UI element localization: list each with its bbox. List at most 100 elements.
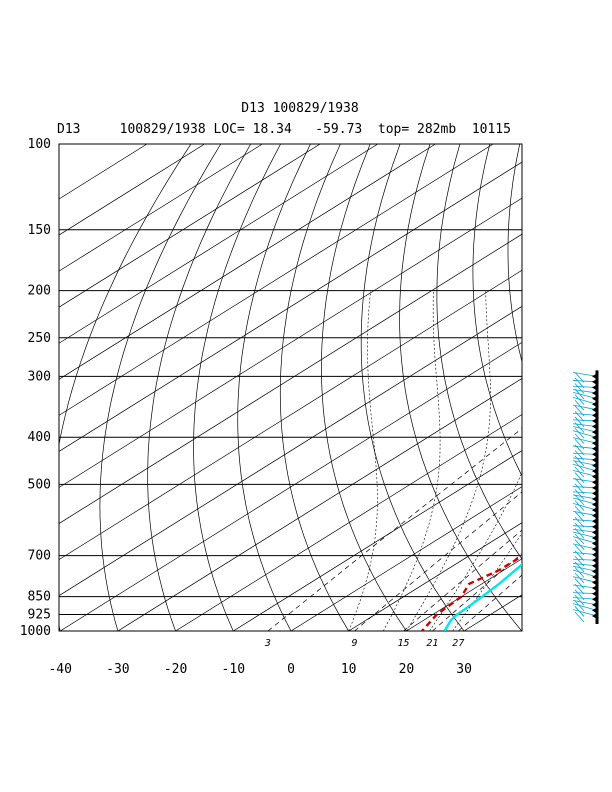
moist-adiabat-line [452, 532, 522, 631]
mixing-ratio-labels: 3 9 15 21 27 [264, 638, 464, 649]
wind-barb-flag [592, 573, 597, 580]
wind-barb-feather [574, 505, 585, 517]
wind-barb [572, 576, 598, 589]
wind-barb-feather [574, 438, 585, 450]
wind-barb-flag [592, 440, 597, 447]
wind-barb-feather [574, 567, 585, 578]
isotherm-line [59, 197, 522, 488]
wind-barb-feather [574, 561, 585, 573]
wind-barb-feather [574, 516, 585, 528]
wind-barb-shaft [572, 470, 598, 478]
pressure-tick-label: 925 [28, 608, 51, 623]
wind-barb [572, 411, 598, 422]
wind-barb-shaft [572, 404, 598, 411]
moist-adiabat-line [348, 290, 378, 631]
wind-barb-flag [592, 406, 597, 413]
wind-barb-shaft [572, 603, 598, 611]
wind-barb-feather [574, 444, 585, 456]
wind-barb-feather [574, 433, 585, 444]
wind-barb-flag [592, 445, 597, 452]
mixing-ratio-line [458, 574, 522, 631]
wind-barb [572, 489, 598, 500]
wind-barb-feather [574, 394, 585, 405]
wind-barb-shaft [572, 391, 598, 400]
isobar-lines [59, 143, 522, 632]
wind-barb-flag [592, 551, 597, 558]
isotherm-line [59, 144, 263, 272]
wind-barb [572, 422, 598, 433]
wind-barb [572, 396, 598, 411]
isotherm-line [117, 378, 522, 631]
wind-barb [572, 583, 598, 595]
temperature-axis-labels: -40 -30 -20 -10 0 10 20 30 [48, 662, 471, 677]
isotherm-line [348, 522, 522, 631]
wind-barb-flag [592, 540, 597, 547]
wind-barb-feather [574, 550, 585, 561]
isotherm-line [59, 144, 205, 236]
wind-barb-feather [574, 477, 585, 489]
temperature-tick-label: -10 [222, 662, 245, 677]
isotherm-line [59, 161, 522, 452]
wind-barb-flag [592, 417, 597, 424]
wind-barb-feather [574, 611, 585, 623]
wind-barb-flag [592, 523, 597, 530]
wind-barb-shaft [572, 609, 598, 617]
temperature-tick-label: 20 [399, 662, 415, 677]
dry-adiabat-line [279, 144, 349, 631]
mixing-ratio-line [354, 491, 522, 631]
temperature-tick-label: -30 [106, 662, 129, 677]
isotherm-line [59, 144, 378, 344]
chart-subtitle: D13 100829/1938 LOC= 18.34 -59.73 top= 2… [57, 122, 511, 137]
pressure-tick-label: 200 [28, 284, 51, 299]
wind-barb-flag [592, 412, 597, 419]
wind-barb-flag [592, 468, 597, 475]
dry-adiabat-line [607, 144, 612, 631]
isotherm-line [290, 486, 522, 631]
wind-barb-shaft [572, 599, 598, 606]
wind-barb [572, 430, 598, 444]
wind-barb [572, 426, 598, 439]
wind-barb-flag [592, 518, 597, 525]
wind-barb-feather [574, 522, 585, 534]
wind-barb-feather [574, 411, 585, 422]
wind-barb-feather [574, 377, 585, 389]
mixing-ratio-line [432, 552, 522, 631]
mixing-ratio-label: 21 [426, 638, 438, 649]
wind-barb-flag [592, 562, 597, 569]
dry-adiabat-line [237, 144, 311, 631]
wind-barb [572, 522, 598, 534]
wind-barb [572, 595, 598, 606]
moist-adiabat-line [429, 471, 522, 631]
wind-barb-feather [574, 416, 585, 428]
wind-barb-feather [574, 455, 585, 467]
wind-barb-flag [592, 596, 597, 603]
pressure-tick-label: 500 [28, 477, 51, 492]
wind-barb-flag [592, 568, 597, 575]
wind-barb [572, 377, 598, 389]
isotherm-line [59, 144, 436, 380]
mixing-ratio-label: 27 [452, 638, 464, 649]
wind-barb [572, 516, 598, 528]
mixing-ratio-line [267, 428, 522, 631]
sounding-profile-line [421, 554, 522, 631]
wind-barb-shaft [572, 396, 598, 405]
wind-barb-flag [592, 479, 597, 486]
wind-barb-flag [592, 585, 597, 592]
wind-barb [572, 609, 598, 623]
wind-barb-shaft [572, 503, 598, 511]
dry-adiabat-line [436, 144, 522, 560]
pressure-tick-label: 700 [28, 549, 51, 564]
pressure-tick-label: 100 [28, 137, 51, 152]
wind-barb-shaft [572, 569, 598, 578]
wind-barb [572, 561, 598, 573]
wind-barb [572, 531, 598, 545]
isotherm-line [59, 144, 148, 200]
sounding-profiles [421, 554, 522, 631]
wind-barb-flag [592, 423, 597, 430]
wind-barb-flag [592, 456, 597, 463]
temperature-tick-label: -40 [48, 662, 71, 677]
wind-barb-feather [574, 461, 585, 472]
moist-adiabat-line [383, 290, 441, 631]
